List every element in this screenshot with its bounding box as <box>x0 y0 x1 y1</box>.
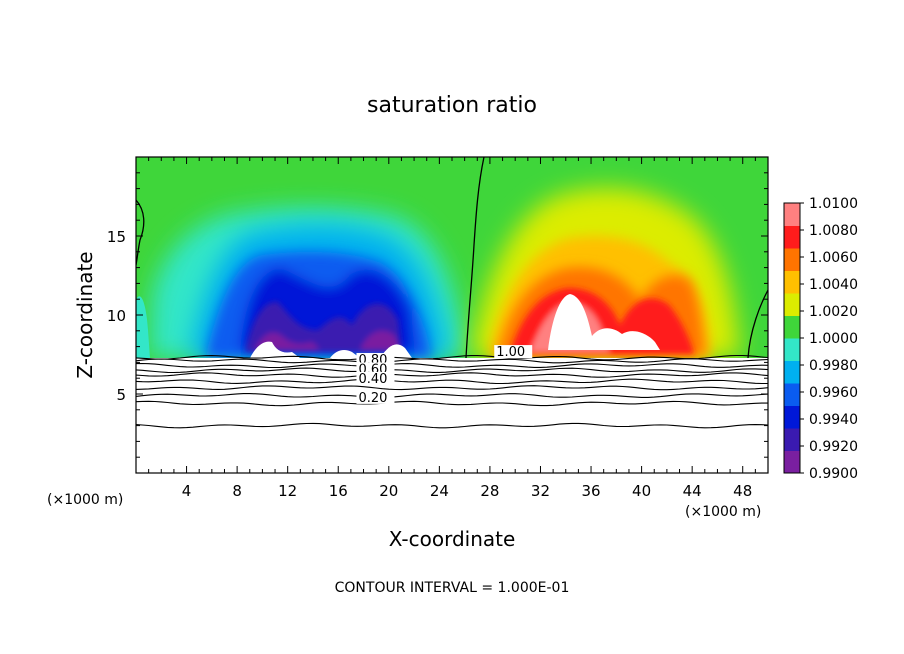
unity-contour <box>136 157 768 359</box>
colorbar-label: 0.9940 <box>809 412 858 428</box>
colorbar-swatch <box>784 270 800 294</box>
contour-line <box>136 362 768 369</box>
contour-line <box>136 372 768 378</box>
colorbar-swatch <box>784 203 800 226</box>
y-tick-label: 15 <box>107 228 126 246</box>
axis-ticks <box>136 157 768 473</box>
contour-label-bg <box>494 345 533 359</box>
x-unit-right: (×1000 m) <box>685 504 761 520</box>
colorbar-swatch <box>784 338 800 361</box>
colorbar-swatch <box>784 428 800 451</box>
chart-title: saturation ratio <box>367 93 537 118</box>
x-tick-label: 36 <box>581 482 600 500</box>
colorbar-swatch <box>784 315 800 339</box>
x-tick-label: 48 <box>733 482 752 500</box>
contour-labels: 0.800.600.400.201.00 <box>356 345 533 406</box>
contour-line <box>136 358 768 364</box>
x-tick-labels: 4 8 12 16 20 24 28 32 36 40 44 48 <box>182 482 752 500</box>
colorbar-label: 1.0080 <box>809 223 858 239</box>
contour-lines <box>136 354 768 429</box>
contour-line <box>136 385 768 391</box>
colorbar-label: 1.0020 <box>809 304 858 320</box>
colorbar-label: 0.9980 <box>809 358 858 374</box>
colorbar-label: 0.9900 <box>809 466 858 482</box>
x-tick-label: 16 <box>329 482 348 500</box>
colorbar-swatch <box>784 248 800 271</box>
saturation-field <box>136 157 768 358</box>
colorbar-label: 0.9920 <box>809 439 858 455</box>
colorbar <box>783 202 801 474</box>
colorbar-label: 1.0000 <box>809 331 858 347</box>
contour-label-bg <box>356 390 395 404</box>
y-tick-label: 5 <box>116 386 126 404</box>
x-tick-label: 44 <box>683 482 702 500</box>
x-tick-label: 4 <box>182 482 192 500</box>
x-tick-label: 20 <box>379 482 398 500</box>
x-tick-label: 8 <box>232 482 242 500</box>
y-axis-label: Z-coordinate <box>73 251 97 378</box>
contour-label-bg <box>356 371 395 385</box>
colorbar-swatch <box>784 383 800 406</box>
contour-label: 0.40 <box>358 372 387 387</box>
x-tick-label: 12 <box>278 482 297 500</box>
contour-label: 1.00 <box>496 345 525 360</box>
y-tick-labels: 5 10 15 <box>107 228 126 404</box>
contour-line <box>136 367 768 374</box>
contour-line <box>136 378 768 385</box>
x-tick-label: 40 <box>632 482 651 500</box>
colorbar-label: 0.9960 <box>809 385 858 401</box>
x-tick-label: 32 <box>531 482 550 500</box>
colorbar-swatch <box>784 450 800 474</box>
y-tick-label: 10 <box>107 307 126 325</box>
x-tick-label: 28 <box>480 482 499 500</box>
contour-line <box>136 354 768 361</box>
x-unit-left: (×1000 m) <box>47 492 123 508</box>
colorbar-label: 1.0100 <box>809 196 858 212</box>
contour-line <box>136 393 768 399</box>
contour-line <box>136 422 768 429</box>
colorbar-swatch <box>784 293 800 316</box>
colorbar-swatch <box>784 405 800 429</box>
colorbar-label: 1.0060 <box>809 250 858 266</box>
colorbar-labels: 1.0100 1.0080 1.0060 1.0040 1.0020 1.0000 0.99… <box>800 196 858 482</box>
contour-line <box>136 400 768 407</box>
x-axis-label: X-coordinate <box>389 527 516 551</box>
x-tick-label: 24 <box>430 482 449 500</box>
colorbar-label: 1.0040 <box>809 277 858 293</box>
contour-label: 0.20 <box>358 391 387 406</box>
colorbar-swatch <box>784 360 800 384</box>
colorbar-swatch <box>784 225 800 249</box>
contour-interval-note: CONTOUR INTERVAL = 1.000E-01 <box>335 580 570 596</box>
